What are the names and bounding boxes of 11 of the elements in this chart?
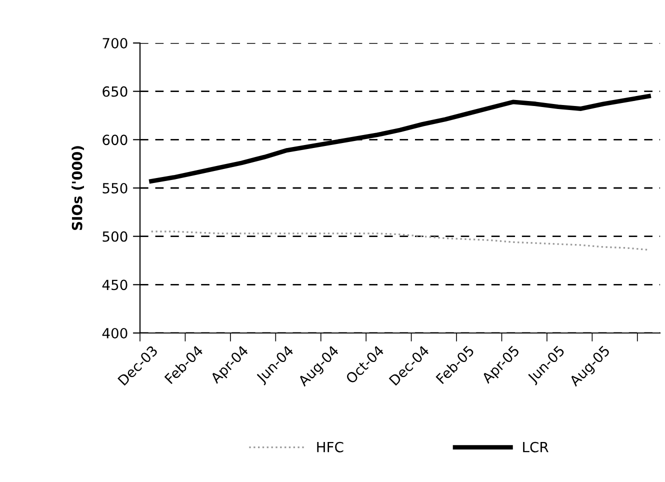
line-series — [150, 230, 650, 251]
y-tick-label: 400 — [102, 328, 128, 338]
y-axis-title: SIOs ('000) — [72, 146, 84, 230]
y-tick-label: 700 — [102, 38, 128, 48]
y-tick-label: 550 — [102, 182, 128, 194]
legend-label: LCR — [523, 442, 548, 452]
y-tick-label: 600 — [102, 134, 128, 146]
y-tick-label: 500 — [102, 231, 128, 242]
y-tick-label: 450 — [102, 280, 128, 290]
y-tick-label: 650 — [102, 86, 128, 97]
legend-label: HFC — [317, 442, 344, 452]
